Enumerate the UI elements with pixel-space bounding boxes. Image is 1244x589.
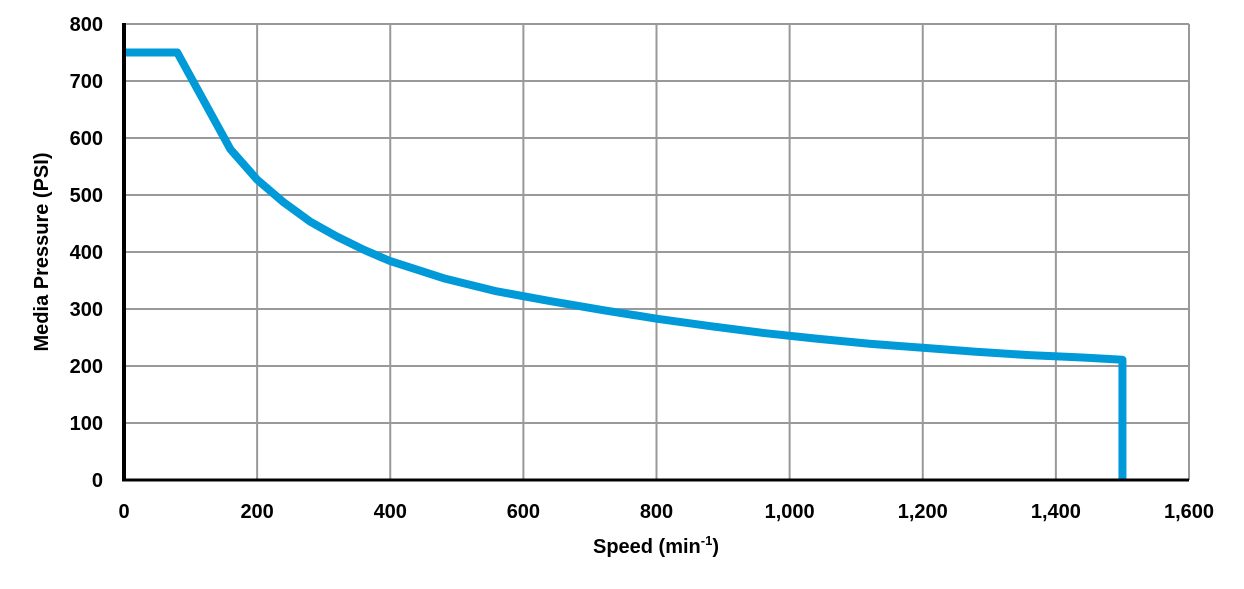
- y-axis-label: Media Pressure (PSI): [31, 153, 53, 352]
- series-line: [124, 48, 1127, 480]
- axes: [122, 23, 1189, 482]
- x-tick-label: 600: [507, 501, 540, 523]
- y-tick-label: 500: [70, 185, 103, 207]
- x-tick-label: 200: [240, 501, 273, 523]
- x-axis-label-end: ): [712, 536, 719, 558]
- tick-labels: 0 100 200 300 400 500 600 700 800 0 200 400 600 800 1,…: [70, 14, 1214, 523]
- x-tick-label: 1,000: [765, 501, 815, 523]
- y-tick-label: 0: [92, 470, 103, 492]
- series: [124, 48, 1127, 480]
- y-tick-label: 100: [70, 413, 103, 435]
- y-tick-label: 200: [70, 356, 103, 378]
- x-axis-label-sup: -1: [701, 533, 713, 548]
- x-axis-label-main: Speed (min: [593, 536, 701, 558]
- y-tick-label: 400: [70, 242, 103, 264]
- x-tick-label: 400: [374, 501, 407, 523]
- x-tick-label: 800: [640, 501, 673, 523]
- grid: [124, 23, 1190, 480]
- y-tick-label: 800: [70, 14, 103, 36]
- y-tick-label: 300: [70, 299, 103, 321]
- y-tick-label: 700: [70, 71, 103, 93]
- x-tick-label: 1,600: [1164, 501, 1214, 523]
- x-tick-label: 1,200: [898, 501, 948, 523]
- x-axis-label: Speed (min-1): [593, 533, 719, 558]
- x-tick-label: 0: [118, 501, 129, 523]
- x-tick-label: 1,400: [1031, 501, 1081, 523]
- y-tick-label: 600: [70, 128, 103, 150]
